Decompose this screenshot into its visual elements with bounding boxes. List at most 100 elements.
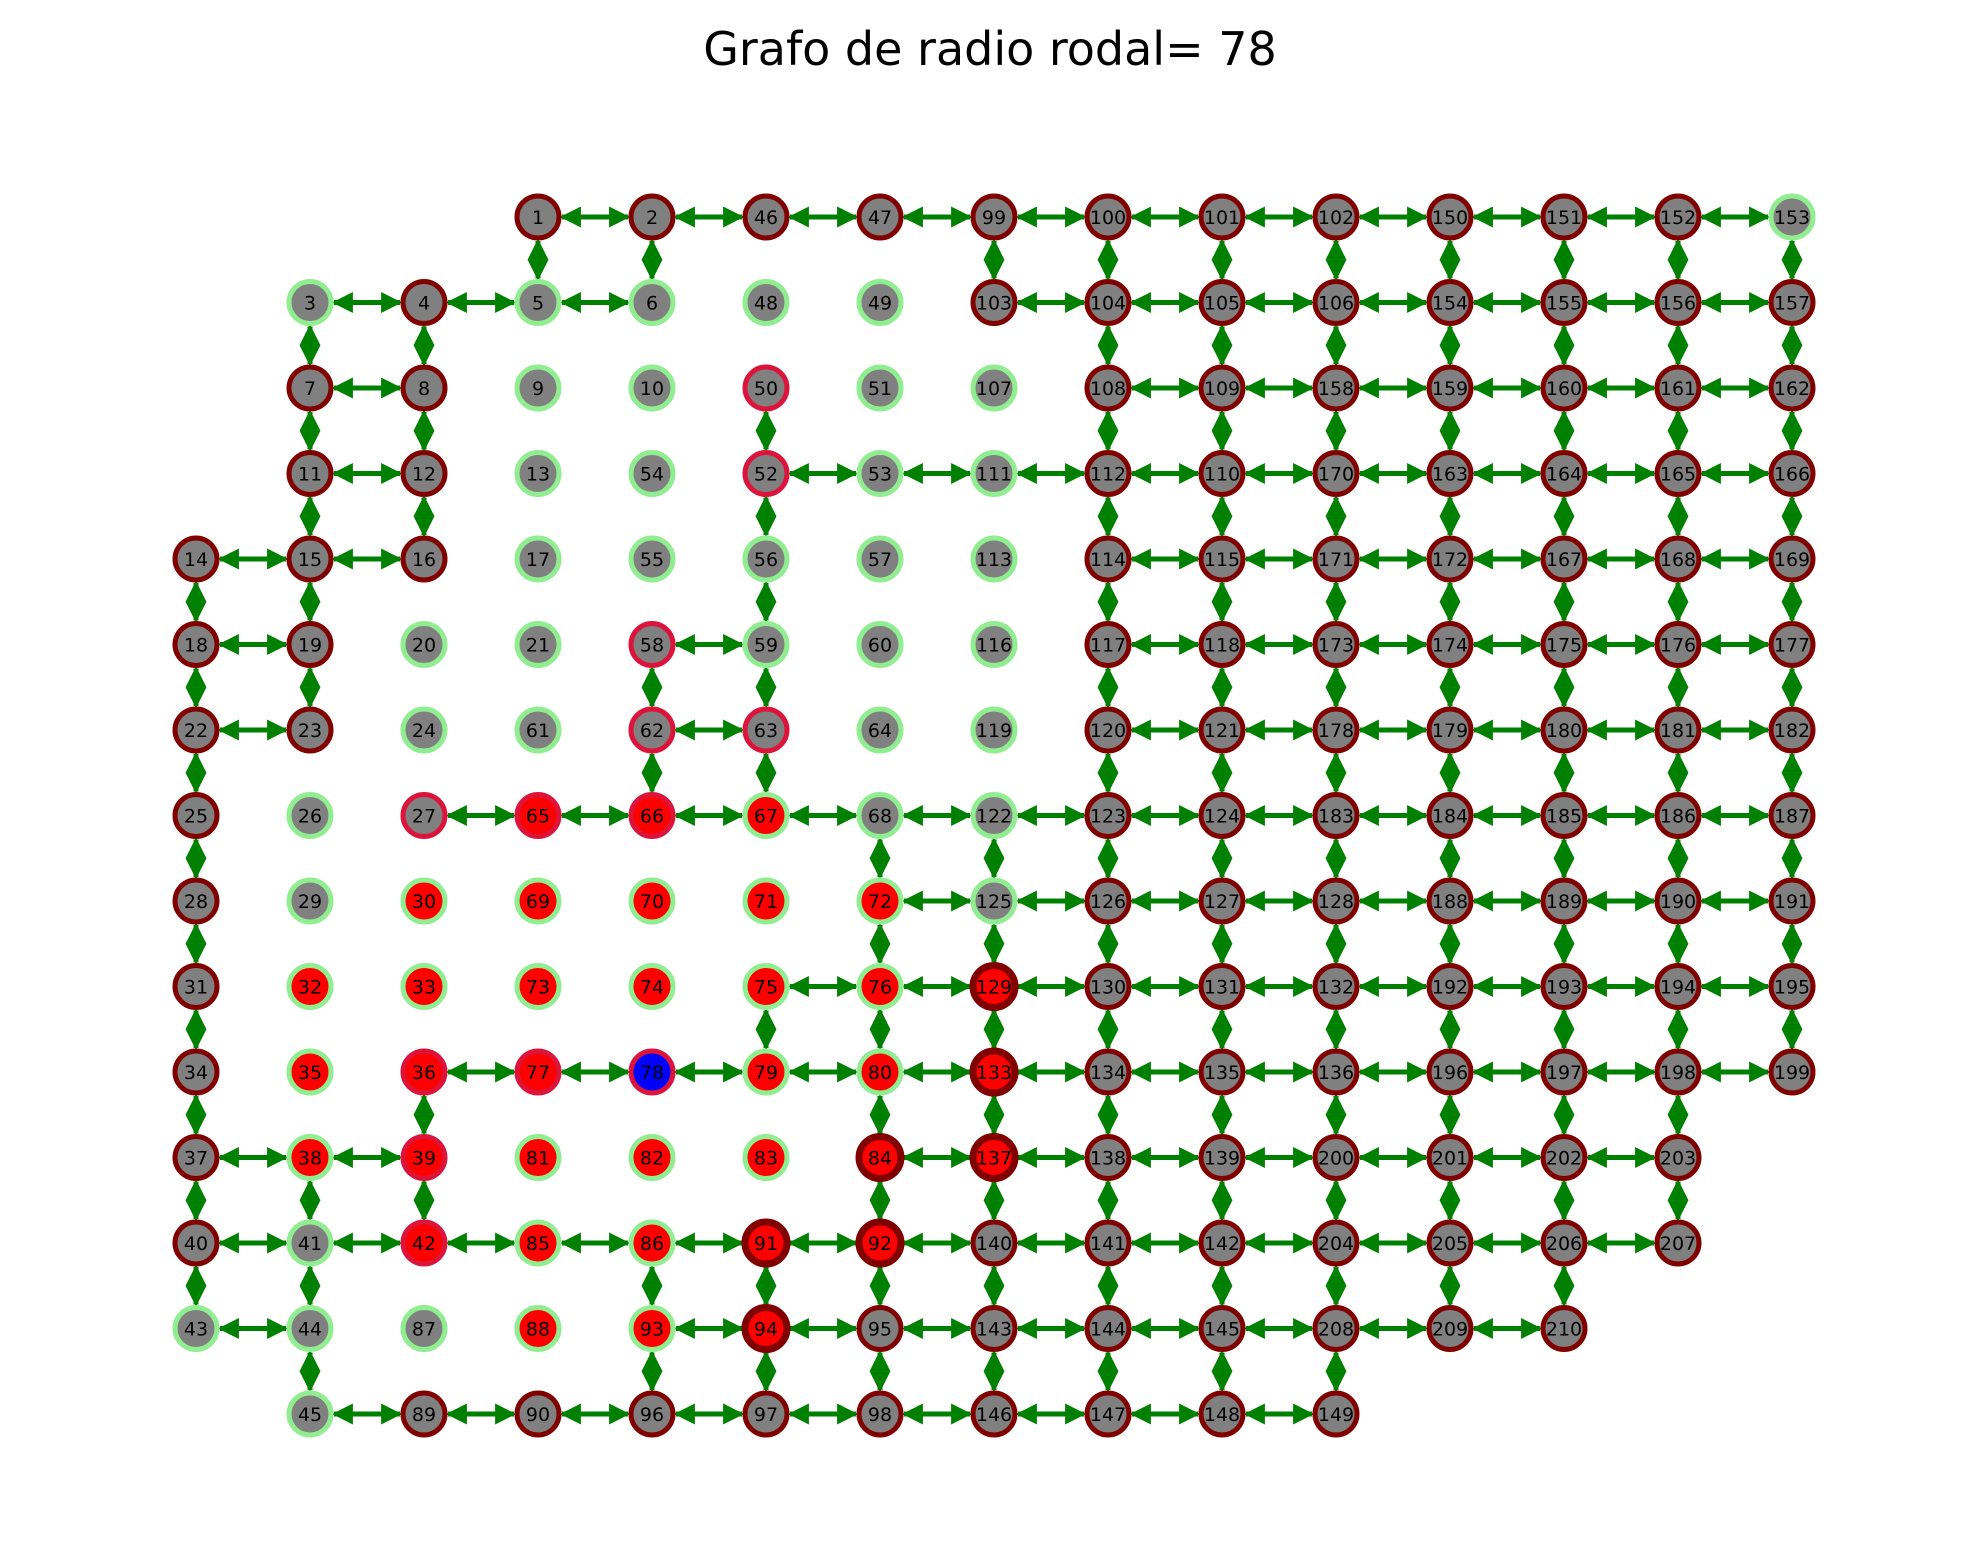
node-label: 152 bbox=[1660, 207, 1696, 229]
node-label: 2 bbox=[646, 207, 658, 229]
node-circle bbox=[628, 877, 676, 925]
node-label: 184 bbox=[1432, 806, 1468, 828]
node-circle bbox=[628, 706, 676, 754]
node-circle bbox=[628, 193, 676, 241]
node-circle bbox=[856, 963, 904, 1010]
node-label: 142 bbox=[1204, 1233, 1240, 1255]
node-label: 117 bbox=[1090, 635, 1126, 657]
node-circle bbox=[1312, 450, 1360, 497]
node-circle bbox=[514, 621, 562, 668]
node-52: 52 bbox=[742, 450, 790, 497]
node-186: 186 bbox=[1654, 792, 1702, 839]
node-label: 148 bbox=[1204, 1404, 1240, 1426]
node-49: 49 bbox=[856, 279, 904, 326]
node-42: 42 bbox=[400, 1219, 448, 1267]
node-circle bbox=[1540, 279, 1588, 326]
node-circle bbox=[1426, 535, 1474, 583]
node-label: 102 bbox=[1318, 207, 1354, 229]
node-label: 11 bbox=[298, 464, 322, 486]
node-circle bbox=[856, 1390, 904, 1438]
node-11: 11 bbox=[286, 450, 334, 497]
node-label: 30 bbox=[412, 891, 436, 913]
node-circle bbox=[1312, 1134, 1360, 1181]
node-circle bbox=[514, 364, 562, 412]
node-label: 146 bbox=[976, 1404, 1012, 1426]
node-label: 178 bbox=[1318, 720, 1354, 742]
node-circle bbox=[1198, 193, 1246, 241]
node-circle bbox=[514, 792, 562, 839]
node-210: 210 bbox=[1540, 1305, 1588, 1352]
node-circle bbox=[969, 1047, 1019, 1097]
node-circle bbox=[172, 1305, 220, 1352]
node-label: 32 bbox=[298, 977, 322, 999]
node-circle bbox=[1654, 1219, 1702, 1267]
node-label: 161 bbox=[1660, 378, 1696, 400]
node-label: 128 bbox=[1318, 891, 1354, 913]
node-circle bbox=[1312, 1305, 1360, 1352]
node-circle bbox=[400, 279, 448, 326]
node-label: 68 bbox=[868, 806, 892, 828]
node-label: 38 bbox=[298, 1148, 322, 1170]
node-circle bbox=[172, 792, 220, 839]
node-circle bbox=[628, 1134, 676, 1181]
node-label: 19 bbox=[298, 635, 322, 657]
node-178: 178 bbox=[1312, 706, 1360, 754]
node-90: 90 bbox=[514, 1390, 562, 1438]
node-132: 132 bbox=[1312, 963, 1360, 1010]
node-circle bbox=[1198, 1048, 1246, 1096]
node-circle bbox=[856, 877, 904, 925]
node-circle bbox=[1426, 279, 1474, 326]
node-circle bbox=[1312, 1390, 1360, 1438]
node-label: 174 bbox=[1432, 635, 1468, 657]
node-180: 180 bbox=[1540, 706, 1588, 754]
node-label: 86 bbox=[640, 1233, 664, 1255]
node-123: 123 bbox=[1084, 792, 1132, 839]
node-163: 163 bbox=[1426, 450, 1474, 497]
node-86: 86 bbox=[628, 1219, 676, 1267]
node-circle bbox=[1426, 450, 1474, 497]
node-circle bbox=[1426, 1219, 1474, 1267]
node-10: 10 bbox=[628, 364, 676, 412]
node-label: 125 bbox=[976, 891, 1012, 913]
node-circle bbox=[1540, 450, 1588, 497]
node-circle bbox=[855, 1218, 905, 1268]
node-circle bbox=[628, 364, 676, 412]
node-95: 95 bbox=[856, 1305, 904, 1352]
node-label: 205 bbox=[1432, 1233, 1468, 1255]
node-circle bbox=[856, 535, 904, 583]
node-label: 94 bbox=[754, 1319, 778, 1341]
node-circle bbox=[1768, 535, 1816, 583]
node-174: 174 bbox=[1426, 621, 1474, 668]
node-circle bbox=[1654, 450, 1702, 497]
node-circle bbox=[286, 535, 334, 583]
node-label: 114 bbox=[1090, 549, 1126, 571]
node-label: 54 bbox=[640, 464, 664, 486]
node-circle bbox=[172, 1134, 220, 1181]
node-label: 84 bbox=[868, 1148, 892, 1170]
node-58: 58 bbox=[628, 621, 676, 668]
node-64: 64 bbox=[856, 706, 904, 754]
node-circle bbox=[1654, 1134, 1702, 1181]
node-circle bbox=[1540, 1305, 1588, 1352]
node-circle bbox=[856, 706, 904, 754]
node-label: 74 bbox=[640, 977, 664, 999]
node-160: 160 bbox=[1540, 364, 1588, 412]
node-label: 25 bbox=[184, 806, 208, 828]
node-circle bbox=[1426, 706, 1474, 754]
node-98: 98 bbox=[856, 1390, 904, 1438]
node-113: 113 bbox=[970, 535, 1018, 583]
node-77: 77 bbox=[514, 1048, 562, 1096]
node-circle bbox=[1426, 877, 1474, 925]
node-label: 83 bbox=[754, 1148, 778, 1170]
node-83: 83 bbox=[742, 1134, 790, 1181]
node-label: 183 bbox=[1318, 806, 1354, 828]
node-circle bbox=[1654, 364, 1702, 412]
node-155: 155 bbox=[1540, 279, 1588, 326]
node-circle bbox=[1540, 792, 1588, 839]
node-circle bbox=[1198, 364, 1246, 412]
node-1: 1 bbox=[514, 193, 562, 241]
node-35: 35 bbox=[286, 1048, 334, 1096]
node-120: 120 bbox=[1084, 706, 1132, 754]
node-label: 99 bbox=[982, 207, 1006, 229]
node-148: 148 bbox=[1198, 1390, 1246, 1438]
